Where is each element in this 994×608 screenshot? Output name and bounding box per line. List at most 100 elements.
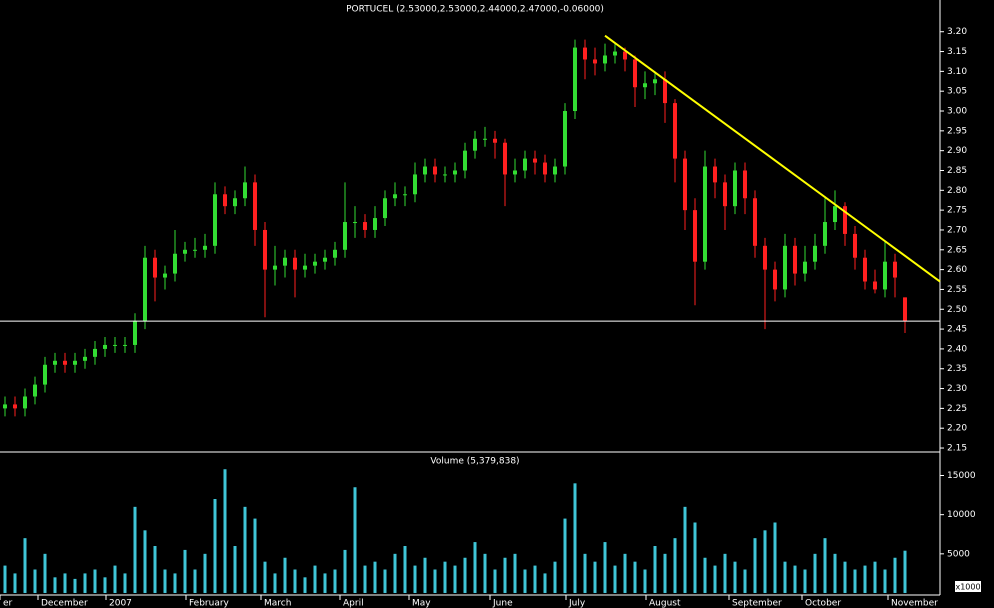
volume-bar xyxy=(813,553,817,593)
volume-bar xyxy=(403,546,407,593)
x-tick-label: June xyxy=(492,599,513,608)
volume-bar xyxy=(3,565,7,593)
y-tick-label: 2.15 xyxy=(947,444,967,454)
volume-bar xyxy=(443,561,447,593)
volume-tick-label: 10000 xyxy=(947,510,976,520)
volume-bar xyxy=(343,549,347,593)
volume-bar xyxy=(683,506,687,593)
volume-bar xyxy=(733,561,737,593)
volume-bar xyxy=(623,553,627,593)
y-tick-label: 3.10 xyxy=(947,67,967,77)
candle-body xyxy=(243,182,247,199)
volume-bar xyxy=(203,553,207,593)
volume-bar xyxy=(373,561,377,593)
candle-body xyxy=(463,150,467,171)
candle-body xyxy=(263,229,267,270)
y-tick-label: 2.95 xyxy=(947,126,967,136)
volume-bar xyxy=(163,569,167,593)
volume-bar xyxy=(23,538,27,593)
volume-bar xyxy=(693,522,697,593)
candle-body xyxy=(703,166,707,262)
candle-body xyxy=(223,194,227,207)
candle-body xyxy=(633,59,637,88)
candle-body xyxy=(233,198,237,207)
y-tick-label: 2.40 xyxy=(947,344,967,354)
y-tick-label: 2.85 xyxy=(947,166,967,176)
volume-bar xyxy=(123,573,127,593)
candle-body xyxy=(733,170,737,207)
candle-body xyxy=(353,222,357,224)
volume-bar xyxy=(543,573,547,593)
y-tick-label: 2.70 xyxy=(947,225,967,235)
candle-body xyxy=(753,198,757,246)
candle-body xyxy=(293,257,297,270)
candle-body xyxy=(23,396,27,409)
volume-bar xyxy=(293,569,297,593)
candle-body xyxy=(673,103,677,159)
volume-bar xyxy=(593,561,597,593)
x-tick-label: February xyxy=(189,599,230,608)
candle-body xyxy=(883,261,887,290)
candle-body xyxy=(663,79,667,104)
candle-body xyxy=(453,170,457,175)
candle-body xyxy=(203,245,207,250)
volume-bar xyxy=(243,506,247,593)
volume-bar xyxy=(83,573,87,593)
candle-body xyxy=(313,261,317,266)
candle-body xyxy=(773,269,777,290)
x-tick-label: May xyxy=(412,599,431,608)
volume-bar xyxy=(643,569,647,593)
chart-title: PORTUCEL (2.53000,2.53000,2.44000,2.4700… xyxy=(346,5,604,15)
candle-body xyxy=(873,281,877,290)
candle-body xyxy=(833,206,837,223)
volume-bar xyxy=(153,546,157,593)
candle-body xyxy=(83,356,87,361)
volume-bar xyxy=(603,542,607,593)
volume-bar xyxy=(273,573,277,593)
y-tick-label: 2.65 xyxy=(947,245,967,255)
candle-body xyxy=(523,158,527,171)
candle-body xyxy=(193,249,197,251)
x-tick-label: March xyxy=(264,599,291,608)
y-tick-label: 2.90 xyxy=(947,146,967,156)
x-tick-label: October xyxy=(805,599,841,608)
volume-bar xyxy=(33,569,37,593)
candle-body xyxy=(3,404,7,409)
volume-bar xyxy=(673,538,677,593)
volume-bar xyxy=(93,569,97,593)
x-tick-label: November xyxy=(891,599,938,608)
volume-bar xyxy=(233,546,237,593)
candle-body xyxy=(903,297,907,322)
volume-bar xyxy=(533,565,537,593)
candle-body xyxy=(823,222,827,246)
volume-bar xyxy=(613,565,617,593)
candle-body xyxy=(273,265,277,270)
candle-body xyxy=(743,170,747,199)
volume-bar xyxy=(573,483,577,593)
volume-bar xyxy=(453,565,457,593)
candle-body xyxy=(853,233,857,258)
candle-body xyxy=(583,47,587,60)
volume-bar xyxy=(713,565,717,593)
volume-bar xyxy=(463,557,467,593)
candle-body xyxy=(333,249,337,258)
candle-body xyxy=(693,210,697,262)
candle-body xyxy=(93,348,97,357)
candle-body xyxy=(413,174,417,195)
candle-body xyxy=(503,142,507,175)
candle-body xyxy=(63,360,67,365)
y-tick-label: 2.45 xyxy=(947,325,967,335)
candle-body xyxy=(403,194,407,196)
candle-body xyxy=(533,158,537,163)
y-tick-label: 2.20 xyxy=(947,424,967,434)
candle-body xyxy=(543,162,547,175)
y-tick-label: 2.60 xyxy=(947,265,967,275)
volume-bar xyxy=(213,499,217,593)
volume-bar xyxy=(393,553,397,593)
candle-body xyxy=(643,83,647,88)
candle-body xyxy=(793,245,797,274)
candle-body xyxy=(123,344,127,346)
y-tick-label: 2.50 xyxy=(947,305,967,315)
volume-bar xyxy=(903,550,907,593)
